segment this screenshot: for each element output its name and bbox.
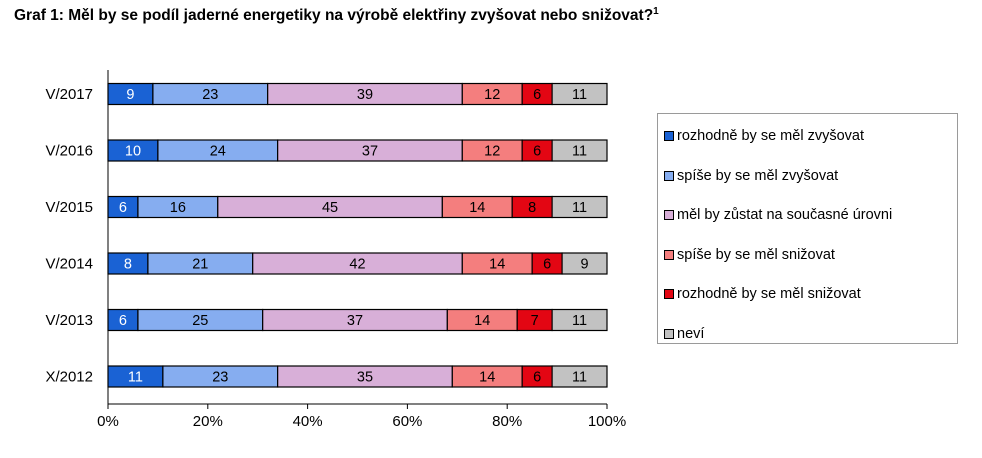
data-label: 8 xyxy=(124,257,132,273)
data-label: 16 xyxy=(170,200,186,216)
x-tick-label: 80% xyxy=(492,413,522,430)
data-label: 25 xyxy=(192,313,208,329)
x-tick-label: 0% xyxy=(97,413,119,430)
legend-swatch xyxy=(664,289,674,299)
legend-item: rozhodně by se měl snižovat xyxy=(664,286,861,302)
legend-label: spíše by se měl snižovat xyxy=(677,246,835,263)
legend-label: spíše by se měl zvyšovat xyxy=(677,167,839,184)
bar-segment xyxy=(561,252,608,275)
data-label: 9 xyxy=(581,257,589,273)
data-label: 6 xyxy=(119,200,127,216)
legend-item: neví xyxy=(664,326,704,342)
category-label: V/2016 xyxy=(45,143,93,160)
bar-segment xyxy=(551,365,608,388)
data-label: 11 xyxy=(572,87,587,103)
data-label: 9 xyxy=(126,87,134,103)
bar-segment xyxy=(551,308,608,332)
category-label: V/2015 xyxy=(45,199,93,216)
legend-swatch xyxy=(664,249,674,260)
data-label: 14 xyxy=(474,313,490,329)
data-label: 6 xyxy=(543,257,551,273)
legend-label: rozhodně by se měl snižovat xyxy=(677,286,861,302)
x-tick-label: 20% xyxy=(193,413,223,430)
data-label: 37 xyxy=(362,144,378,160)
data-label: 14 xyxy=(479,370,495,386)
data-label: 24 xyxy=(210,144,226,160)
data-label: 35 xyxy=(357,370,373,386)
data-label: 11 xyxy=(128,370,143,386)
data-label: 42 xyxy=(349,257,365,273)
data-label: 11 xyxy=(572,370,587,386)
data-label: 6 xyxy=(119,313,127,329)
bar-segment xyxy=(551,195,608,219)
data-label: 8 xyxy=(528,200,536,216)
legend-item: měl by zůstat na současné úrovni xyxy=(664,207,892,223)
data-label: 23 xyxy=(202,87,218,103)
legend-item: spíše by se měl snižovat xyxy=(664,247,835,263)
data-label: 11 xyxy=(572,144,587,160)
legend-item: rozhodně by se měl zvyšovat xyxy=(664,128,864,144)
legend-swatch xyxy=(664,170,674,181)
category-label: V/2014 xyxy=(45,256,93,273)
legend-swatch xyxy=(664,210,674,220)
x-tick-label: 60% xyxy=(392,413,422,430)
legend-swatch xyxy=(664,131,674,141)
legend-label: neví xyxy=(677,325,705,342)
data-label: 14 xyxy=(469,200,485,216)
legend-swatch xyxy=(664,328,674,339)
data-label: 11 xyxy=(572,313,587,329)
data-label: 37 xyxy=(347,313,363,329)
data-label: 14 xyxy=(489,257,505,273)
x-tick-label: 40% xyxy=(293,413,323,430)
category-label: X/2012 xyxy=(45,369,93,386)
data-label: 6 xyxy=(533,144,541,160)
data-label: 21 xyxy=(192,257,208,273)
data-label: 39 xyxy=(357,87,373,103)
bar-segment xyxy=(551,82,608,106)
data-label: 12 xyxy=(484,87,500,103)
category-label: V/2017 xyxy=(45,86,93,103)
data-label: 23 xyxy=(212,370,228,386)
data-label: 6 xyxy=(533,370,541,386)
data-label: 10 xyxy=(125,144,141,160)
data-label: 7 xyxy=(531,313,539,329)
chart-title: Graf 1: Měl by se podíl jaderné energeti… xyxy=(14,6,659,25)
chart-legend: rozhodně by se měl zvyšovat spíše by se m… xyxy=(657,113,958,344)
legend-item: spíše by se měl zvyšovat xyxy=(664,168,838,184)
x-tick-label: 100% xyxy=(588,413,626,430)
legend-label: měl by zůstat na současné úrovni xyxy=(677,207,893,223)
data-label: 12 xyxy=(484,144,500,160)
bar-segment xyxy=(551,139,608,162)
data-label: 6 xyxy=(533,87,541,103)
data-label: 11 xyxy=(572,200,587,216)
data-label: 45 xyxy=(322,200,338,216)
legend-label: rozhodně by se měl zvyšovat xyxy=(677,128,864,144)
title-footnote: 1 xyxy=(653,6,659,17)
category-label: V/2013 xyxy=(45,312,93,329)
